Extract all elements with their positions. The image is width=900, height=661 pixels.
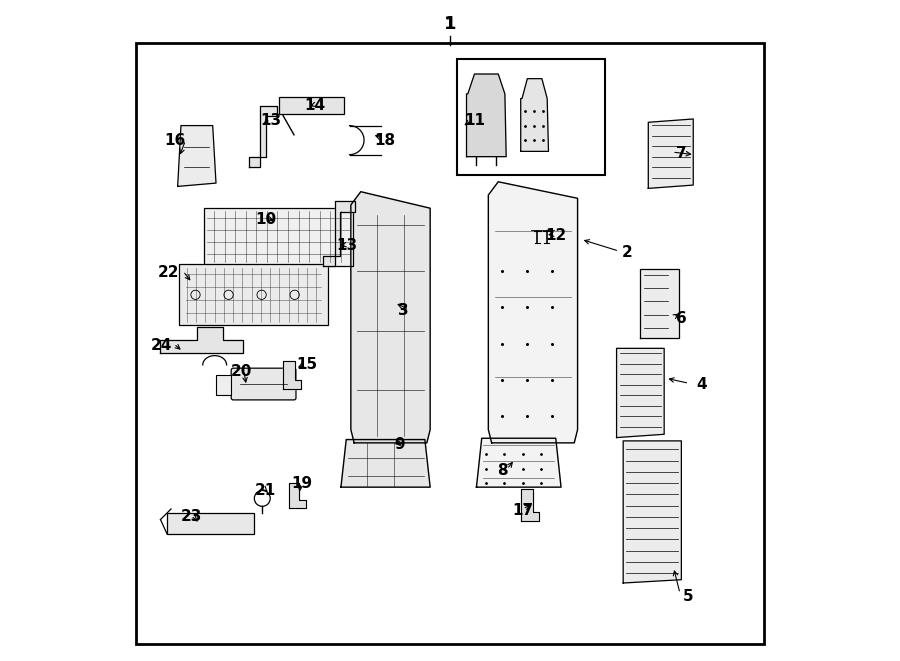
Text: 5: 5 — [682, 589, 693, 603]
Polygon shape — [284, 361, 301, 389]
Text: 8: 8 — [498, 463, 508, 478]
Bar — [456, 59, 606, 175]
Text: 16: 16 — [165, 133, 185, 147]
Polygon shape — [521, 489, 538, 521]
Text: 12: 12 — [545, 228, 566, 243]
Text: 20: 20 — [230, 364, 252, 379]
Polygon shape — [341, 440, 430, 487]
Text: 14: 14 — [304, 98, 326, 113]
Polygon shape — [489, 182, 578, 443]
Text: 19: 19 — [292, 477, 312, 491]
Bar — [216, 375, 230, 395]
Polygon shape — [623, 441, 681, 583]
Text: 13: 13 — [337, 239, 357, 253]
Text: 10: 10 — [255, 212, 276, 227]
Bar — [280, 97, 344, 114]
Text: 13: 13 — [260, 113, 282, 128]
Bar — [167, 513, 255, 534]
Polygon shape — [351, 192, 430, 443]
Polygon shape — [616, 348, 664, 438]
Text: 7: 7 — [676, 146, 687, 161]
Polygon shape — [289, 483, 306, 508]
Polygon shape — [641, 269, 679, 338]
Text: 24: 24 — [151, 338, 173, 352]
Text: 2: 2 — [622, 245, 633, 260]
Bar — [204, 208, 353, 266]
Polygon shape — [323, 201, 355, 266]
Text: 1: 1 — [445, 17, 455, 32]
Polygon shape — [521, 79, 548, 151]
Polygon shape — [160, 327, 243, 353]
Text: 18: 18 — [374, 133, 395, 147]
Text: 4: 4 — [696, 377, 706, 392]
Polygon shape — [648, 119, 693, 188]
Polygon shape — [476, 438, 561, 487]
Text: 11: 11 — [464, 113, 485, 128]
Text: 17: 17 — [513, 503, 534, 518]
Polygon shape — [177, 126, 216, 186]
Text: 23: 23 — [180, 510, 202, 524]
Text: 3: 3 — [399, 303, 410, 318]
Text: 1: 1 — [444, 15, 456, 34]
Text: 21: 21 — [255, 483, 276, 498]
Text: 22: 22 — [158, 265, 179, 280]
Bar — [179, 264, 328, 325]
Text: 6: 6 — [676, 311, 687, 326]
Polygon shape — [466, 74, 506, 157]
FancyBboxPatch shape — [231, 368, 296, 400]
Text: 9: 9 — [394, 437, 404, 451]
Text: 15: 15 — [297, 358, 318, 372]
Polygon shape — [249, 106, 277, 167]
